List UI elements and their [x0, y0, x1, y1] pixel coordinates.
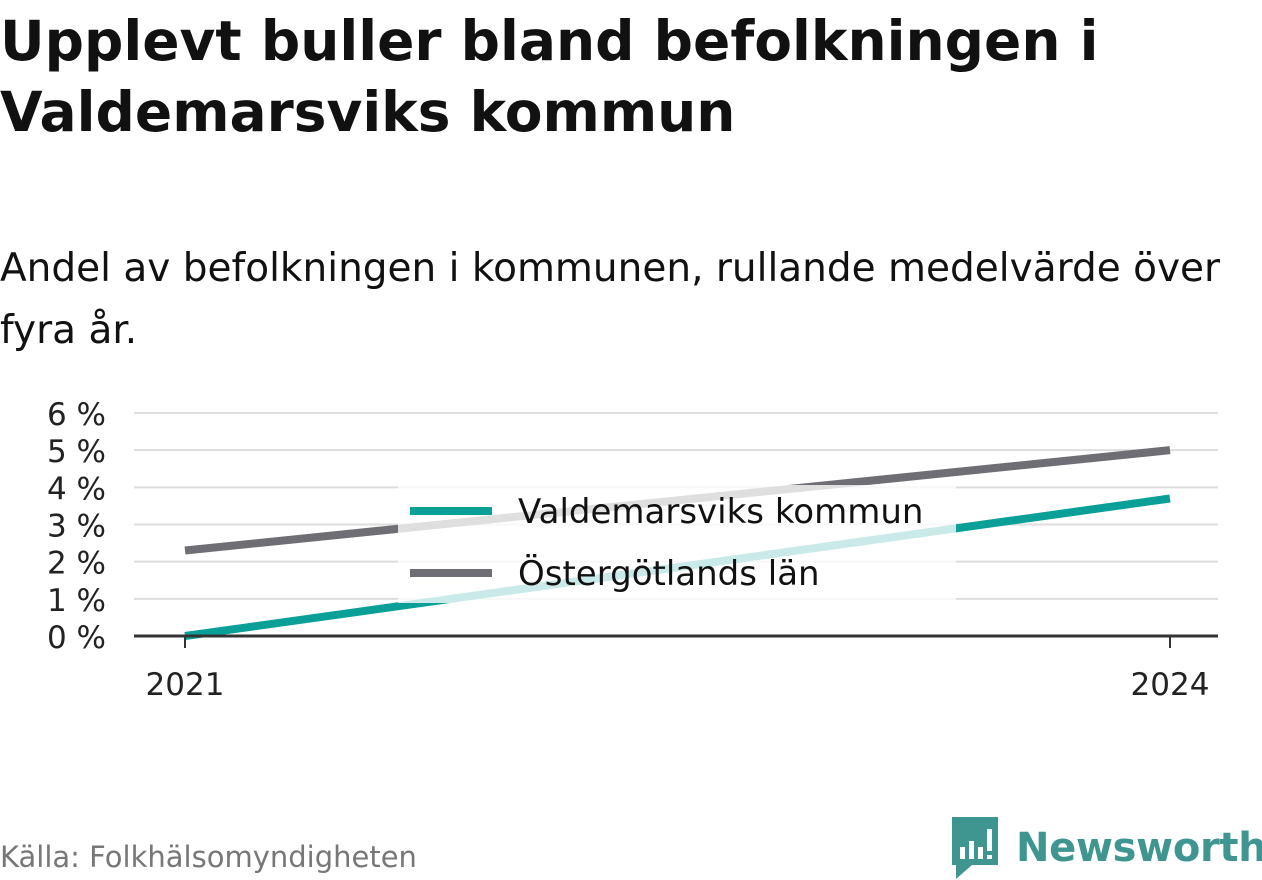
y-tick-label: 1 % [47, 583, 106, 619]
x-axis-ticks: 2021 2024 [146, 636, 1210, 703]
x-tick-label: 2024 [1131, 667, 1210, 703]
y-tick-label: 6 % [47, 397, 106, 433]
y-tick-label: 0 % [47, 620, 106, 656]
newsworthy-logo-icon [952, 817, 998, 879]
legend-box [398, 485, 956, 603]
legend-label: Östergötlands län [518, 553, 820, 594]
y-tick-label: 4 % [47, 471, 106, 507]
y-tick-label: 5 % [47, 434, 106, 470]
line-chart: 0 %1 %2 %3 %4 %5 %6 % 2021 2024 Valdemars… [47, 397, 1218, 703]
y-tick-label: 3 % [47, 509, 106, 545]
y-axis-ticks: 0 %1 %2 %3 %4 %5 %6 % [47, 397, 106, 656]
x-tick-label: 2021 [146, 667, 225, 703]
legend: Valdemarsviks kommun Östergötlands län [398, 485, 956, 603]
brand-logo: Newsworthy [950, 816, 1262, 880]
legend-label: Valdemarsviks kommun [518, 492, 923, 532]
source-note: Källa: Folkhälsomyndigheten [0, 840, 417, 874]
chart-subtitle: Andel av befolkningen i kommunen, rullan… [0, 246, 1221, 353]
brand-name: Newsworthy [1016, 825, 1262, 871]
y-tick-label: 2 % [47, 546, 106, 582]
page-title: Upplevt buller bland befolkningen i Vald… [0, 9, 1099, 144]
